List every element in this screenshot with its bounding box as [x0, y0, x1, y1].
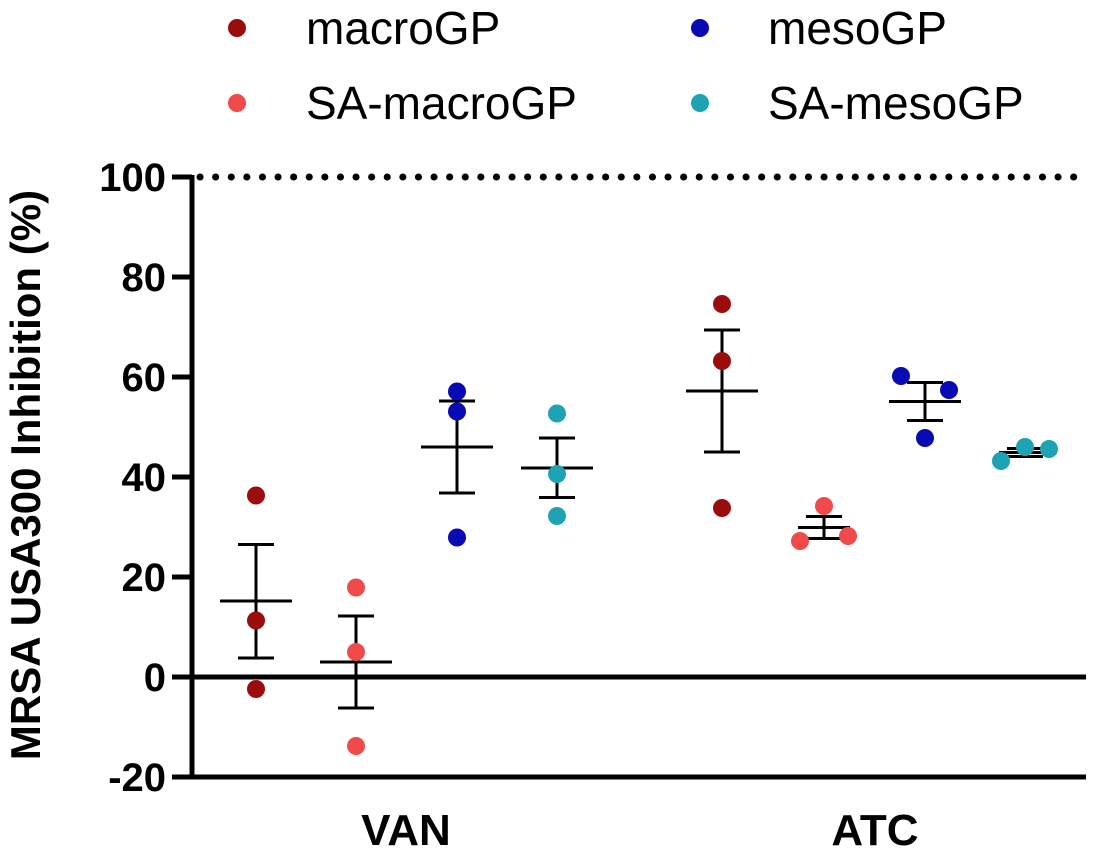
- legend-label: macroGP: [306, 2, 500, 54]
- point-macroGP-ATC: [713, 295, 731, 313]
- point-SA-macroGP-ATC: [815, 497, 833, 515]
- legend-label: SA-macroGP: [306, 77, 577, 129]
- y-tick-label: -20: [108, 756, 166, 800]
- point-SA-mesoGP-VAN: [548, 465, 566, 483]
- legend-label: mesoGP: [768, 2, 947, 54]
- point-SA-macroGP-VAN: [347, 643, 365, 661]
- legend: macroGP SA-macroGP mesoGP SA-mesoGP: [228, 2, 1024, 129]
- x-category-label: VAN: [361, 806, 451, 855]
- point-mesoGP-ATC: [916, 429, 934, 447]
- legend-item-macroGP: macroGP: [228, 2, 500, 54]
- point-mesoGP-VAN: [448, 528, 466, 547]
- error-bars: [220, 328, 1051, 710]
- point-SA-mesoGP-ATC: [1040, 440, 1058, 458]
- legend-item-SA-mesoGP: SA-mesoGP: [691, 77, 1024, 129]
- legend-item-SA-macroGP: SA-macroGP: [228, 77, 577, 129]
- point-SA-mesoGP-VAN: [548, 507, 566, 525]
- point-mesoGP-VAN: [448, 402, 466, 421]
- legend-marker: [228, 19, 246, 37]
- y-tick-label: 80: [122, 256, 167, 300]
- legend-marker: [691, 94, 709, 112]
- data-points: [247, 295, 1058, 755]
- point-macroGP-VAN: [247, 680, 265, 698]
- point-mesoGP-ATC: [940, 381, 958, 399]
- point-SA-mesoGP-ATC: [992, 452, 1010, 470]
- legend-item-mesoGP: mesoGP: [691, 2, 947, 54]
- point-SA-mesoGP-ATC: [1016, 438, 1034, 456]
- point-SA-macroGP-VAN: [347, 737, 365, 755]
- point-macroGP-VAN: [247, 486, 265, 505]
- point-SA-macroGP-VAN: [347, 578, 365, 597]
- y-tick-label: 60: [122, 356, 167, 400]
- legend-marker: [228, 94, 246, 112]
- point-SA-macroGP-ATC: [839, 527, 857, 545]
- y-tick-label: 0: [144, 656, 166, 700]
- point-SA-mesoGP-VAN: [548, 404, 566, 423]
- y-axis-label: MRSA USA300 Inhibition (%): [2, 190, 49, 760]
- y-tick-label: 40: [122, 456, 167, 500]
- y-tick-label: 20: [122, 556, 167, 600]
- point-macroGP-ATC: [713, 499, 731, 517]
- axes: -20 0 20 40 60 80 100 VAN ATC: [99, 156, 1086, 855]
- point-mesoGP-VAN: [448, 382, 466, 401]
- y-tick-label: 100: [99, 156, 166, 200]
- point-mesoGP-ATC: [892, 367, 910, 385]
- point-macroGP-ATC: [713, 352, 731, 370]
- x-category-label: ATC: [831, 806, 918, 855]
- point-SA-macroGP-ATC: [791, 532, 809, 550]
- legend-marker: [691, 19, 709, 37]
- legend-label: SA-mesoGP: [768, 77, 1024, 129]
- point-macroGP-VAN: [247, 611, 265, 630]
